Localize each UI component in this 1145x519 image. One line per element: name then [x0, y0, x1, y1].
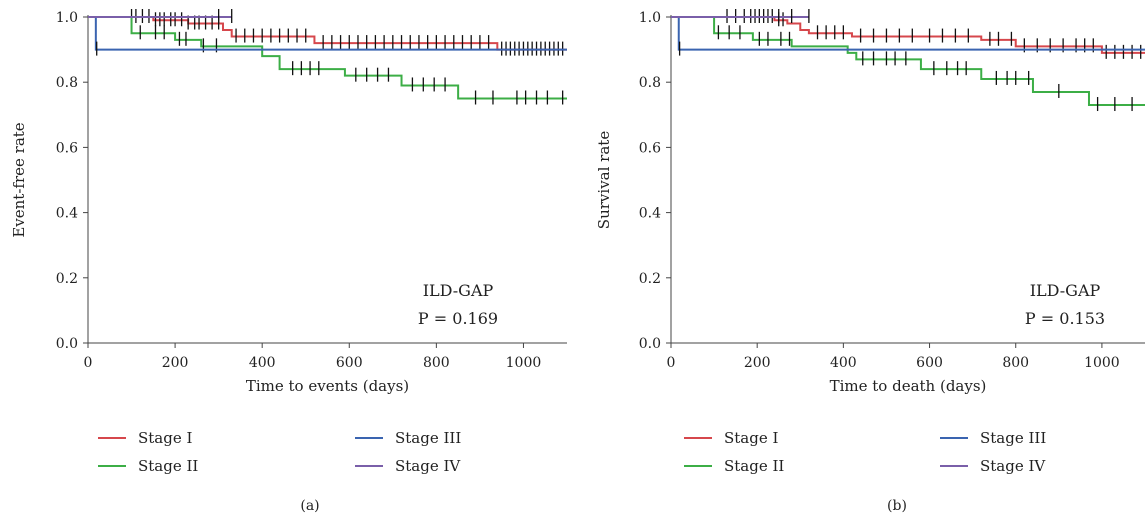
y-tick-label: 0.4	[56, 206, 78, 222]
legend: Stage I Stage II Stage III Stage IV	[684, 429, 1046, 475]
y-tick-label: 0.0	[56, 336, 78, 352]
survival-curve	[88, 16, 567, 51]
series-stage-ii	[671, 16, 1145, 112]
annotation-title: ILD-GAP	[1030, 281, 1101, 300]
x-tick-label: 200	[162, 355, 189, 371]
x-axis-label: Time to events (days)	[246, 377, 409, 395]
chart-panel-1: 0.0 0.2 0.4 0.6 0.8 1.0 0 200 400 600 800 1000 Time …	[10, 9, 567, 514]
x-tick-label: 0	[84, 355, 93, 371]
legend-label: Stage I	[138, 429, 192, 447]
x-tick-label: 600	[336, 355, 363, 371]
legend-label: Stage III	[980, 429, 1046, 447]
x-axis-label: Time to death (days)	[830, 377, 987, 395]
chart-panel-2: 0.0 0.2 0.4 0.6 0.8 1.0 0 200 400 600 800 1000 Time …	[595, 9, 1145, 514]
y-tick-label: 0.0	[639, 336, 661, 352]
annotation-title: ILD-GAP	[423, 281, 494, 300]
x-tick-label: 600	[916, 355, 943, 371]
x-tick-label: 1000	[506, 355, 542, 371]
panel-label: (b)	[887, 498, 907, 514]
y-tick-label: 0.2	[639, 271, 661, 287]
y-tick-label: 0.2	[56, 271, 78, 287]
legend: Stage I Stage II Stage III Stage IV	[98, 429, 461, 475]
series-stage-iv	[88, 9, 233, 23]
legend-label: Stage II	[724, 457, 784, 475]
y-axis-label: Survival rate	[595, 131, 613, 230]
y-tick-label: 1.0	[56, 10, 78, 26]
survival-curve	[671, 16, 1145, 54]
x-tick-label: 800	[423, 355, 450, 371]
survival-curve	[88, 16, 567, 100]
y-tick-label: 0.6	[639, 140, 661, 156]
y-tick-label: 0.8	[56, 75, 78, 91]
legend-label: Stage III	[395, 429, 461, 447]
annotation-pvalue: P = 0.169	[418, 309, 498, 328]
x-tick-label: 1000	[1084, 355, 1120, 371]
y-tick-label: 0.8	[639, 75, 661, 91]
survival-curve	[671, 16, 1145, 107]
legend-label: Stage I	[724, 429, 778, 447]
y-tick-label: 1.0	[639, 10, 661, 26]
series-stage-iv	[671, 9, 810, 23]
y-tick-label: 0.6	[56, 140, 78, 156]
y-axis-label: Event-free rate	[10, 122, 28, 237]
panel-label: (a)	[300, 498, 319, 514]
x-tick-label: 400	[830, 355, 857, 371]
x-tick-label: 400	[249, 355, 276, 371]
y-tick-label: 0.4	[639, 206, 661, 222]
x-tick-label: 200	[744, 355, 771, 371]
legend-label: Stage IV	[395, 457, 461, 475]
legend-label: Stage II	[138, 457, 198, 475]
x-tick-label: 0	[667, 355, 676, 371]
series-stage-ii	[88, 16, 567, 105]
x-tick-label: 800	[1002, 355, 1029, 371]
legend-label: Stage IV	[980, 457, 1046, 475]
series-stage-i	[671, 9, 1145, 59]
annotation-pvalue: P = 0.153	[1025, 309, 1105, 328]
